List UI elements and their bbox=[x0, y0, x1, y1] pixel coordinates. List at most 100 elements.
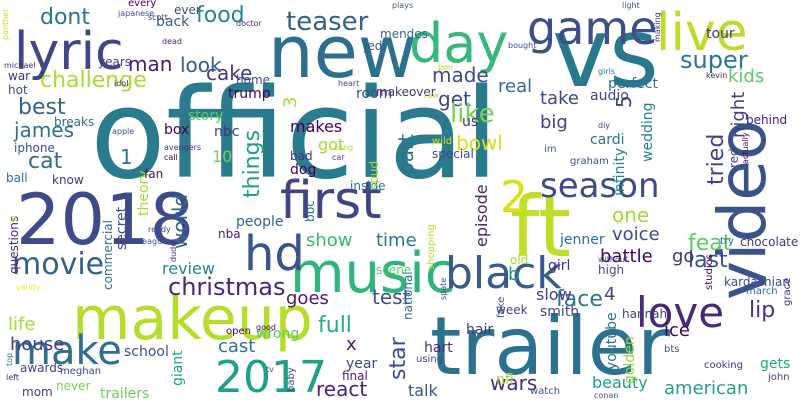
word: girl bbox=[548, 258, 570, 274]
word: vs bbox=[552, 0, 659, 109]
word: using bbox=[416, 354, 443, 365]
word: kids bbox=[728, 66, 764, 87]
word: things bbox=[240, 130, 265, 198]
word: dead bbox=[162, 37, 182, 46]
word: week bbox=[496, 303, 528, 317]
word: vanity bbox=[16, 283, 41, 292]
word: lyric bbox=[14, 22, 124, 82]
word: perfect bbox=[608, 76, 658, 92]
word: dont bbox=[40, 5, 90, 30]
word: wrong bbox=[256, 326, 299, 342]
word: 5 bbox=[612, 95, 636, 108]
word: dog bbox=[290, 162, 316, 178]
word: john bbox=[767, 372, 790, 383]
word: special bbox=[432, 147, 474, 161]
word: black bbox=[445, 248, 562, 299]
word: full bbox=[318, 313, 352, 338]
word: best bbox=[18, 95, 66, 120]
word: questions bbox=[7, 216, 21, 274]
word: cat bbox=[28, 149, 63, 174]
word: nba bbox=[218, 227, 241, 241]
word: fan bbox=[144, 167, 163, 181]
word: spud bbox=[367, 161, 381, 190]
word: last bbox=[688, 248, 728, 273]
word: movie bbox=[12, 247, 104, 282]
word: top bbox=[5, 353, 14, 366]
word: tv bbox=[266, 365, 274, 374]
word: day bbox=[409, 12, 508, 75]
word: final bbox=[342, 369, 368, 383]
word: new bbox=[268, 10, 417, 94]
word: actually bbox=[741, 132, 750, 164]
word: world bbox=[168, 194, 192, 249]
word: scene bbox=[376, 263, 411, 277]
word: wedding bbox=[640, 103, 656, 163]
word: school bbox=[124, 344, 169, 360]
word: makes bbox=[290, 117, 342, 136]
word: youtube bbox=[604, 312, 620, 370]
word: nfl bbox=[496, 372, 514, 388]
word: first bbox=[280, 171, 382, 231]
word: season bbox=[540, 166, 660, 206]
word: trailer bbox=[430, 300, 670, 393]
word: grace bbox=[782, 278, 793, 306]
word: kardashian bbox=[724, 275, 790, 289]
word: wild bbox=[432, 136, 452, 147]
word: kevin bbox=[706, 71, 727, 80]
word: got bbox=[318, 135, 344, 154]
word: call bbox=[164, 153, 178, 162]
word: bought bbox=[508, 41, 536, 50]
word: hannah bbox=[622, 307, 667, 321]
word: ready bbox=[148, 225, 171, 234]
word: love bbox=[636, 288, 724, 337]
word: christmas bbox=[168, 273, 285, 301]
word: real bbox=[498, 76, 532, 97]
word: meghan bbox=[60, 366, 101, 377]
word: ball bbox=[6, 171, 28, 185]
word: raw bbox=[424, 91, 439, 100]
word: girls bbox=[598, 67, 615, 76]
word: bts bbox=[664, 344, 679, 355]
word: go bbox=[672, 246, 694, 267]
word: making bbox=[653, 12, 662, 42]
word: giant bbox=[170, 350, 186, 386]
word: march bbox=[746, 286, 778, 297]
word: get bbox=[438, 87, 471, 111]
word: behind bbox=[746, 113, 787, 127]
word: teaser bbox=[286, 7, 369, 37]
word: watch bbox=[530, 386, 560, 397]
word: war bbox=[8, 69, 30, 83]
word: avengers bbox=[164, 143, 201, 152]
word: golden bbox=[622, 336, 638, 384]
word: 2017 bbox=[215, 352, 327, 400]
word: lip bbox=[749, 298, 775, 323]
word: time bbox=[376, 230, 417, 251]
word: music bbox=[290, 241, 456, 306]
word: back bbox=[156, 14, 190, 30]
word: open bbox=[226, 326, 251, 337]
word: im bbox=[544, 144, 557, 155]
word: tour bbox=[706, 26, 735, 42]
word: conan bbox=[594, 391, 618, 400]
word: review bbox=[162, 259, 215, 278]
word: tried bbox=[704, 134, 729, 185]
word: secret bbox=[114, 206, 130, 250]
word: graham bbox=[570, 156, 609, 167]
word: audio bbox=[590, 88, 629, 104]
word: 10 bbox=[212, 147, 232, 166]
word: inside bbox=[350, 179, 386, 193]
word: w bbox=[9, 215, 18, 222]
word: hot bbox=[8, 83, 28, 97]
word: theory bbox=[136, 170, 152, 216]
word: us bbox=[462, 114, 478, 130]
word: mendes bbox=[380, 27, 428, 41]
word: national bbox=[401, 271, 415, 320]
word: league bbox=[140, 237, 167, 246]
word: infinity bbox=[612, 148, 628, 196]
word: makeover bbox=[376, 85, 436, 99]
word: good bbox=[256, 323, 276, 332]
word: big bbox=[540, 112, 568, 133]
word: jenner bbox=[559, 232, 605, 248]
word: people bbox=[236, 214, 283, 230]
